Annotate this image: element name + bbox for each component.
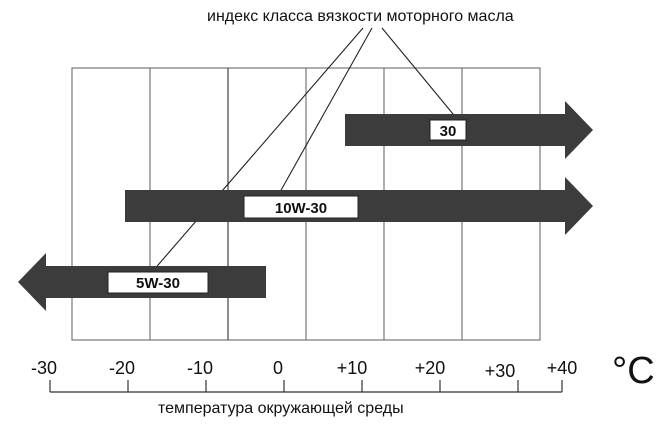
band-5w30-label-box bbox=[107, 271, 209, 294]
band-10w30-label-box bbox=[243, 195, 359, 219]
tick-label: +40 bbox=[547, 358, 578, 378]
band-30-arrow bbox=[345, 101, 593, 159]
band-10w30-label: 10W-30 bbox=[275, 200, 327, 217]
leader-line-5w30 bbox=[151, 27, 364, 273]
band-10w30-arrow bbox=[125, 177, 593, 235]
band-30-label-box bbox=[429, 119, 467, 141]
temperature-axis bbox=[49, 380, 563, 393]
leader-lines bbox=[151, 27, 459, 273]
tick-label: -30 bbox=[31, 358, 57, 378]
tick-labels: -30 -20 -10 0 +10 +20 +30 +40 bbox=[31, 358, 577, 381]
tick-label: 0 bbox=[273, 358, 283, 378]
temperature-unit: °C bbox=[612, 350, 655, 392]
band-5w30-label: 5W-30 bbox=[136, 275, 180, 292]
leader-line-30 bbox=[381, 27, 459, 121]
tick-label: +20 bbox=[415, 358, 446, 378]
tick-label: +10 bbox=[337, 358, 368, 378]
leader-line-10w30 bbox=[279, 27, 373, 193]
tick-label: -20 bbox=[109, 358, 135, 378]
axis-title: температура окружающей среды bbox=[158, 400, 404, 417]
tick-label: -10 bbox=[187, 358, 213, 378]
tick-label: +30 bbox=[485, 361, 516, 381]
band-30-label: 30 bbox=[440, 123, 457, 140]
diagram-title: индекс класса вязкости моторного масла bbox=[207, 8, 514, 25]
